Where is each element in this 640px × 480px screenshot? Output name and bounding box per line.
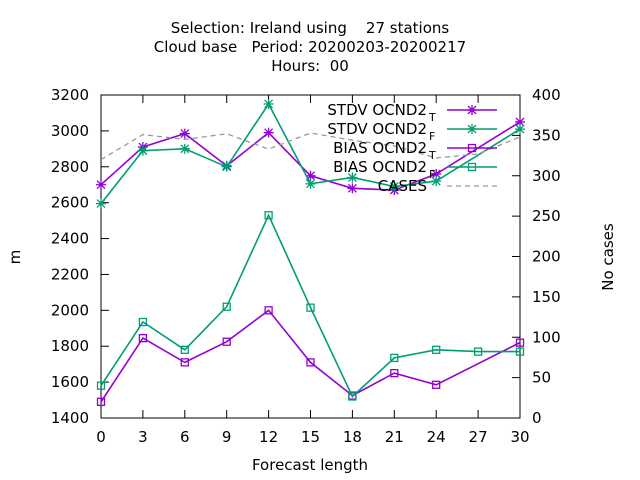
legend-label: STDV OCND2 <box>327 120 427 138</box>
y-tick-label: 2000 <box>51 301 89 319</box>
x-axis-label: Forecast length <box>252 456 368 474</box>
data-series <box>96 99 525 405</box>
y2-tick-label: 400 <box>532 86 561 104</box>
data-point <box>222 162 232 172</box>
x-tick-label: 9 <box>222 428 232 446</box>
x-tick-label: 0 <box>96 428 106 446</box>
y-tick-label: 1600 <box>51 373 89 391</box>
x-tick-label: 6 <box>180 428 190 446</box>
y2-tick-label: 0 <box>532 409 542 427</box>
legend-label: STDV OCND2 <box>327 101 427 119</box>
y-tick-label: 1800 <box>51 337 89 355</box>
x-tick-label: 18 <box>343 428 362 446</box>
x-tick-label: 3 <box>138 428 148 446</box>
data-point <box>96 180 106 190</box>
y-tick-label: 3200 <box>51 86 89 104</box>
x-tick-label: 21 <box>385 428 404 446</box>
title-line-2: Cloud base Period: 20200203-20200217 <box>154 38 466 56</box>
data-point <box>264 99 274 109</box>
legend-subscript: T <box>428 111 436 124</box>
series-line <box>101 215 520 396</box>
legend-subscript: F <box>429 168 435 181</box>
legend-label: BIAS OCND2 <box>333 139 427 157</box>
legend-subscript: F <box>429 130 435 143</box>
x-tick-label: 15 <box>301 428 320 446</box>
legend-marker <box>467 105 477 115</box>
y2-axis-label: No cases <box>599 223 617 291</box>
y-tick-label: 2200 <box>51 265 89 283</box>
x-tick-label: 12 <box>259 428 278 446</box>
data-point <box>180 129 190 139</box>
x-tick-label: 30 <box>510 428 529 446</box>
data-point <box>347 183 357 193</box>
data-point <box>96 199 106 209</box>
series-4 <box>98 212 524 400</box>
series-line <box>101 133 520 160</box>
y2-tick-label: 250 <box>532 207 561 225</box>
plot-frame <box>101 95 520 418</box>
series-line <box>101 310 520 402</box>
title-line-3: Hours: 00 <box>271 57 349 75</box>
data-point <box>306 179 316 189</box>
y-tick-label: 1400 <box>51 409 89 427</box>
y-axis-ticks: 1400 1600 1800 2000 2200 2400 2600 2800 3000 3200 <box>51 86 109 427</box>
series-3 <box>98 307 524 406</box>
y2-tick-label: 300 <box>532 167 561 185</box>
legend-label: BIAS OCND2 <box>333 158 427 176</box>
data-point <box>138 146 148 156</box>
y2-tick-label: 100 <box>532 328 561 346</box>
legend-marker <box>467 124 477 134</box>
x-tick-label: 27 <box>469 428 488 446</box>
data-point <box>180 144 190 154</box>
plot-axes <box>101 95 520 418</box>
title-line-1: Selection: Ireland using 27 stations <box>171 19 450 37</box>
y-tick-label: 3000 <box>51 122 89 140</box>
y2-tick-label: 50 <box>532 369 551 387</box>
data-point <box>264 128 274 138</box>
chart-title: Selection: Ireland using 27 stationsClou… <box>154 19 466 75</box>
y-axis-label: m <box>6 250 24 265</box>
y-tick-label: 2400 <box>51 230 89 248</box>
y-tick-label: 2800 <box>51 158 89 176</box>
y2-axis-ticks: 0 50 100 150 200 250 300 350 400 <box>512 86 561 427</box>
x-tick-label: 24 <box>427 428 446 446</box>
legend-label: CASES <box>378 177 427 195</box>
y-tick-label: 2600 <box>51 194 89 212</box>
series-2 <box>96 99 525 209</box>
y2-tick-label: 200 <box>532 248 561 266</box>
data-point <box>515 124 525 134</box>
legend-subscript: T <box>428 149 436 162</box>
y2-tick-label: 150 <box>532 288 561 306</box>
y2-tick-label: 350 <box>532 126 561 144</box>
series-5 <box>101 133 520 160</box>
